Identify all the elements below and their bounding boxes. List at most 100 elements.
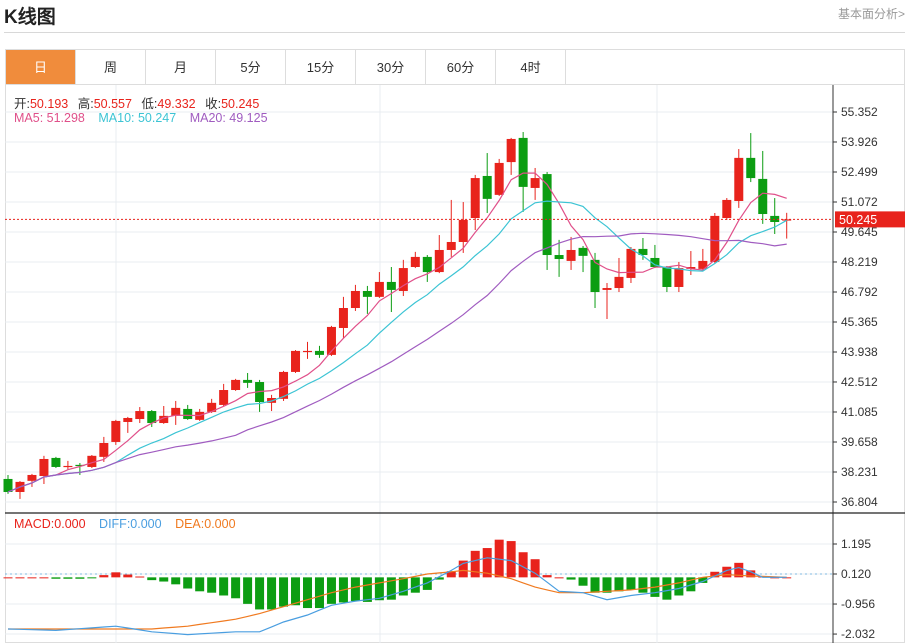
macd-bar	[686, 577, 696, 592]
candle-body	[243, 379, 253, 383]
candle-body	[326, 326, 336, 355]
macd-bar	[15, 577, 25, 579]
price-tick-label: 49.645	[841, 225, 878, 239]
tab-15min[interactable]: 15分	[286, 50, 356, 85]
tab-day[interactable]: 日	[6, 50, 76, 85]
candle-body	[75, 464, 85, 467]
ma-legend: MA5: 51.298 MA10: 50.247 MA20: 49.125	[14, 111, 274, 125]
macd-bar	[207, 577, 217, 593]
candle-body	[578, 247, 588, 256]
candle	[458, 202, 468, 253]
high-label: 高:	[77, 97, 94, 111]
candle-body	[362, 290, 372, 297]
macd-bar	[482, 548, 492, 578]
low-value: 49.332	[157, 97, 196, 111]
tab-4hour[interactable]: 4时	[496, 50, 566, 85]
macd-legend-value: MACD:0.000	[14, 517, 86, 531]
price-tick-label: 46.792	[841, 285, 878, 299]
price-tick-label: 53.926	[841, 135, 878, 149]
candle	[398, 259, 408, 297]
tab-month[interactable]: 月	[146, 50, 216, 85]
candle-body	[758, 178, 768, 215]
macd-bar	[674, 577, 684, 596]
price-tick-label: 38.231	[841, 465, 878, 479]
candle-body	[470, 178, 480, 219]
candle-body	[291, 350, 301, 372]
candle-body	[338, 308, 348, 328]
candle	[39, 455, 49, 485]
candle	[626, 247, 636, 283]
tab-30min[interactable]: 30分	[356, 50, 426, 85]
candle	[578, 245, 588, 273]
tab-5min[interactable]: 5分	[216, 50, 286, 85]
candle-body	[782, 219, 792, 221]
macd-bar	[566, 577, 576, 580]
candle	[219, 383, 229, 406]
macd-bar	[99, 575, 109, 578]
macd-bar	[243, 577, 253, 604]
candle	[542, 171, 552, 270]
candle-body	[434, 249, 444, 273]
macd-bar	[422, 577, 432, 590]
macd-bar	[303, 577, 312, 609]
macd-bar	[662, 577, 672, 600]
candle	[446, 199, 456, 257]
open-label: 开:	[14, 97, 30, 111]
candle	[255, 379, 265, 412]
candle	[494, 158, 504, 196]
candle	[374, 272, 384, 298]
macd-bar	[530, 559, 540, 578]
macd-bar	[614, 577, 624, 592]
macd-bar	[698, 577, 708, 583]
candle-body	[39, 458, 49, 477]
macd-bar	[135, 576, 145, 578]
diff-legend-value: DIFF:0.000	[99, 517, 162, 531]
fundamental-analysis-link[interactable]: 基本面分析>	[837, 7, 905, 21]
candle-body	[123, 417, 133, 422]
tab-week[interactable]: 周	[76, 50, 146, 85]
candle	[338, 296, 348, 338]
ma20-legend: MA20: 49.125	[189, 111, 268, 125]
candle-body	[135, 411, 145, 420]
macd-bar	[27, 577, 37, 579]
macd-bar	[734, 562, 744, 578]
macd-bar	[722, 566, 732, 578]
candle	[243, 372, 253, 388]
candle-body	[3, 478, 13, 492]
candle-body	[51, 457, 61, 467]
price-tick-label: 55.352	[841, 105, 878, 119]
macd-bar	[195, 577, 205, 592]
candle-body	[99, 442, 109, 457]
macd-bar	[434, 577, 444, 580]
candle-body	[710, 215, 720, 262]
macd-bar	[291, 577, 301, 606]
candle	[602, 282, 612, 319]
macd-bar	[255, 577, 265, 610]
candle	[303, 341, 312, 359]
macd-bar	[578, 577, 588, 586]
candle-body	[374, 281, 384, 297]
macd-bar	[63, 577, 73, 579]
macd-bar	[51, 577, 61, 579]
macd-bar	[746, 570, 756, 578]
candle-body	[626, 248, 636, 278]
tab-60min[interactable]: 60分	[426, 50, 496, 85]
candle-body	[398, 268, 408, 291]
macd-bar	[183, 577, 193, 589]
macd-bar	[506, 541, 516, 578]
page-title: K线图	[4, 7, 56, 28]
ma5-line	[7, 172, 787, 493]
candle-body	[27, 474, 37, 481]
macd-tick-label: 1.195	[841, 537, 871, 551]
candle-body	[614, 276, 624, 289]
candle-body	[566, 249, 576, 261]
macd-bar	[398, 577, 408, 596]
candle-body	[422, 256, 432, 273]
candle-body	[506, 138, 516, 163]
diff-line	[7, 557, 787, 636]
macd-bar	[602, 577, 612, 593]
candle	[171, 400, 181, 425]
candle	[207, 398, 217, 413]
macd-legend: MACD:0.000 DIFF:0.000 DEA:0.000	[14, 517, 242, 531]
